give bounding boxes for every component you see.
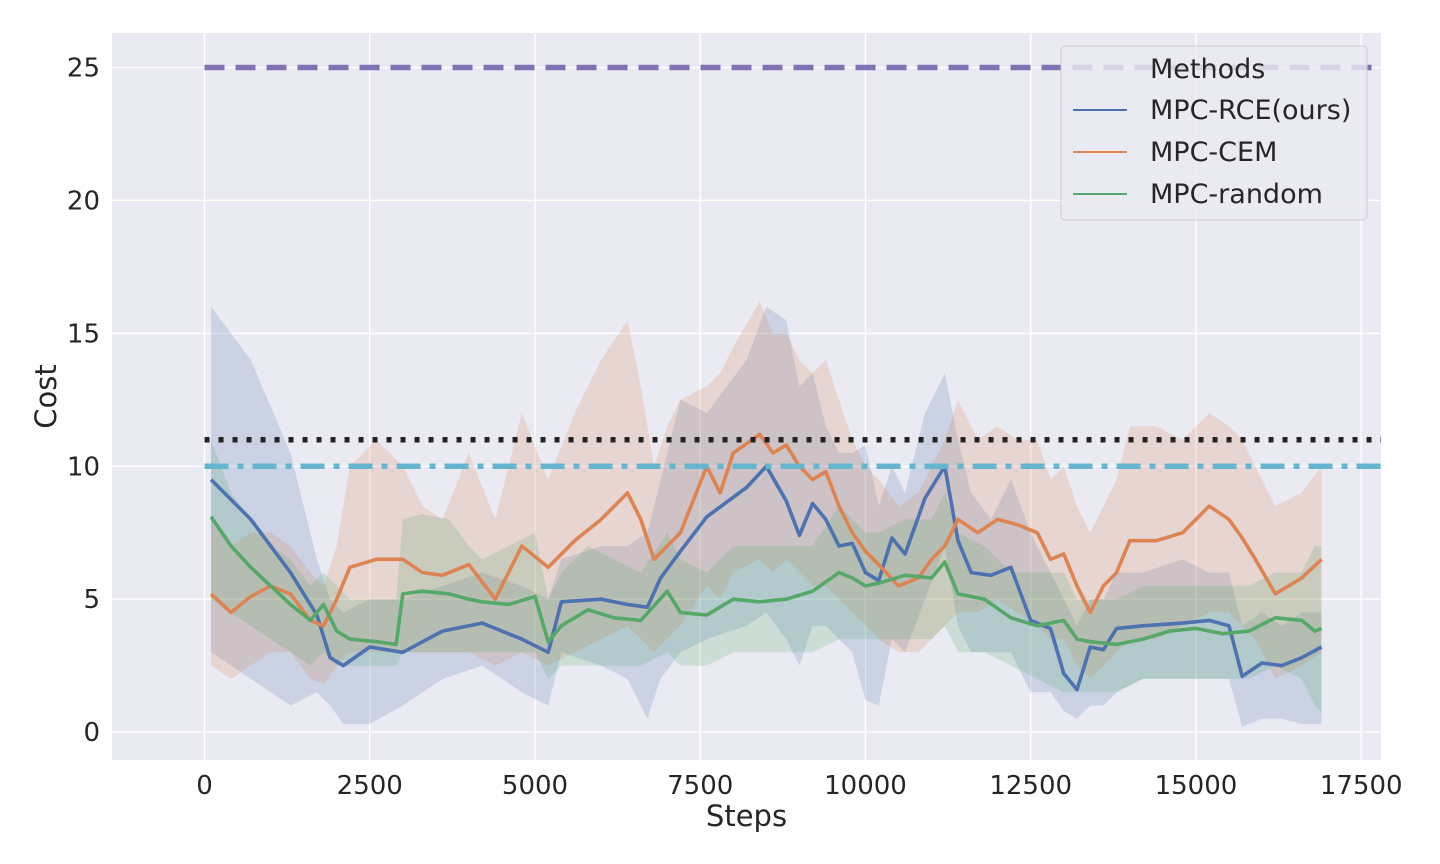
x-tick-label-7: 17500 (1320, 771, 1403, 801)
legend-title: Methods (1150, 54, 1265, 85)
x-tick-label-3: 7500 (667, 771, 733, 801)
x-axis-label: Steps (706, 799, 787, 833)
x-tick-label-2: 5000 (502, 771, 568, 801)
x-tick-label-1: 2500 (337, 771, 403, 801)
y-tick-label-2: 10 (67, 452, 100, 482)
line-series-2 (209, 515, 1323, 647)
legend-entry-2: MPC-random (1150, 179, 1323, 210)
band-series-2 (211, 439, 1322, 714)
x-tick-label-4: 10000 (824, 771, 907, 801)
legend-box (1060, 45, 1368, 221)
band-series-0 (211, 306, 1322, 727)
y-axis-label: Cost (29, 364, 63, 428)
y-tick-label-5: 25 (67, 54, 100, 84)
y-tick-label-4: 20 (67, 186, 100, 216)
line-series-1 (209, 432, 1323, 628)
x-tick-label-6: 15000 (1155, 771, 1238, 801)
x-tick-label-5: 12500 (989, 771, 1072, 801)
legend-entry-0: MPC-RCE(ours) (1150, 95, 1351, 126)
y-tick-label-3: 15 (67, 319, 100, 349)
y-tick-labels: 0 5 10 15 20 25 (67, 54, 100, 749)
line-series-0 (209, 464, 1323, 692)
y-tick-label-0: 0 (83, 718, 100, 748)
y-tick-label-1: 5 (83, 585, 100, 615)
legend: Methods MPC-RCE(ours) MPC-CEM MPC-random (1060, 45, 1368, 221)
series-lines (209, 432, 1323, 692)
legend-entry-1: MPC-CEM (1150, 137, 1277, 168)
x-tick-labels: 0 2500 5000 7500 10000 12500 15000 17500 (196, 771, 1402, 801)
x-tick-label-0: 0 (196, 771, 213, 801)
